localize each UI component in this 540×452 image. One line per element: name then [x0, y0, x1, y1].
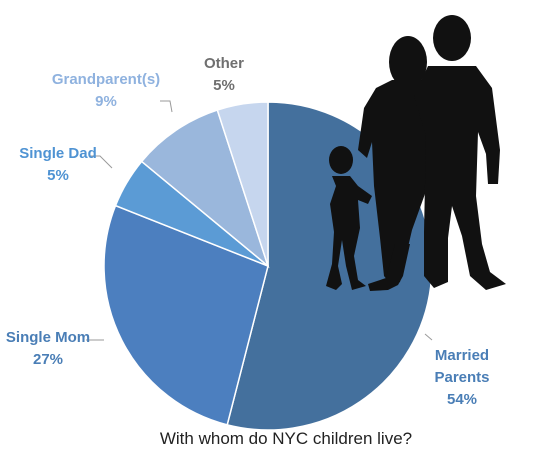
slice-grandparent-s: [140, 109, 270, 269]
slice-label: Single Dad 5%: [19, 145, 97, 184]
slice-label: Grandparent(s) 9%: [52, 71, 160, 110]
slice-value-label: 9%: [95, 93, 117, 110]
leader-lines: [86, 100, 433, 341]
leader-line: [90, 155, 113, 169]
slice-value-label: 27%: [33, 351, 63, 368]
slice-value-label: 5%: [47, 167, 69, 184]
slice-label: Other 5%: [204, 55, 244, 94]
family-silhouette-icon: [326, 15, 506, 291]
slice-label: Single Mom 27%: [6, 329, 90, 368]
slice-single-mom: [103, 204, 269, 426]
slice-labels: Married Parents 54% Single Mom 27% Single Dad…: [6, 55, 490, 408]
slice-other: [216, 101, 269, 267]
slice-label: Married Parents 54%: [434, 347, 489, 408]
chart-title: With whom do NYC children live?: [160, 429, 412, 448]
slice-value-label: 5%: [213, 77, 235, 94]
leader-line: [160, 100, 173, 113]
leader-line: [424, 333, 433, 341]
slice-value-label: 54%: [447, 391, 477, 408]
